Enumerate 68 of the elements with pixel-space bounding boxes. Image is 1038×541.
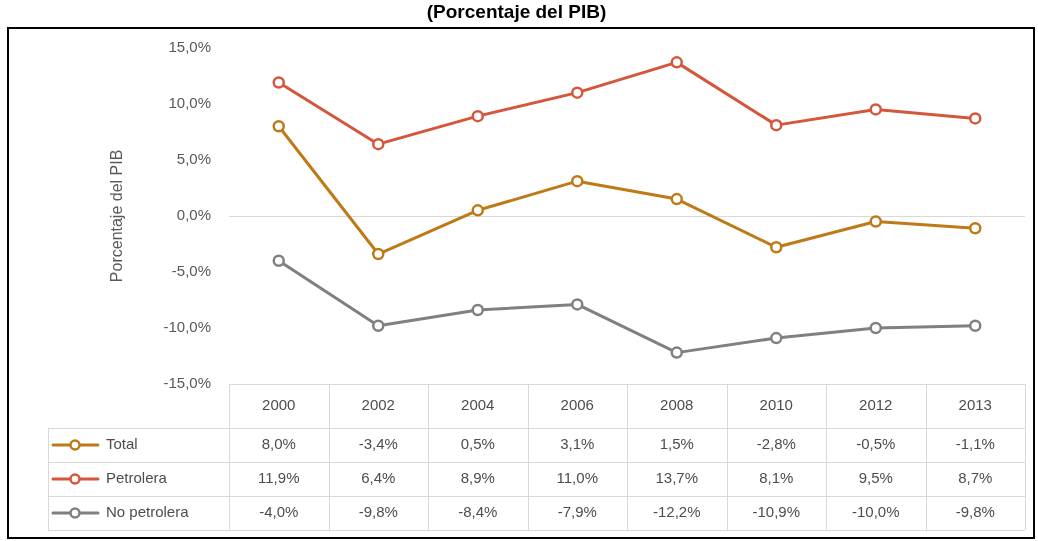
point [571,298,584,311]
point [571,174,584,188]
data-label: 8,1% [759,469,794,487]
point [471,204,484,217]
x-tick-label: 2002 [361,396,395,414]
data-label: -7,9% [557,503,597,521]
y-tick-label: 5,0% [176,150,211,168]
data-label: -10,9% [752,503,801,521]
data-label: -4,0% [259,503,299,521]
y-tick-label: 10,0% [168,93,211,111]
point [770,118,783,132]
y-tick-label: 15,0% [168,37,211,55]
point [670,56,683,69]
point [272,254,285,267]
x-tick-label: 2006 [560,396,594,414]
point [571,86,584,99]
data-label: 8,9% [460,469,495,487]
data-label: -9,8% [358,503,398,521]
point [770,331,783,345]
point [372,137,385,151]
data-label: 9,5% [858,469,893,487]
data-label: 0,5% [460,435,495,453]
point [670,346,683,359]
data-label: -8,4% [458,503,498,521]
x-tick-label: 2012 [859,396,893,414]
point [969,112,982,125]
legend-label: No petrolera [106,503,190,521]
point [969,221,982,235]
data-label: 8,0% [261,435,296,453]
y-tick-label: 0,0% [176,206,211,224]
data-label: 3,1% [560,435,595,453]
point [670,192,683,206]
point [869,321,882,335]
point [869,103,882,116]
x-tick-label: 2010 [759,396,793,414]
legend-label: Petrolera [106,469,168,487]
y-tick-label: -5,0% [171,262,211,280]
data-label: -2,8% [756,435,796,453]
data-label: 6,4% [361,469,396,487]
data-label: 13,7% [655,469,699,487]
data-label: 8,7% [958,469,993,487]
point [272,120,285,133]
x-tick-label: 2000 [262,396,296,414]
point [272,76,285,89]
point [471,303,484,317]
data-label: -9,8% [955,503,995,521]
data-label: 11,9% [258,469,300,487]
legend-label: Total [106,435,138,453]
point [969,319,982,332]
chart-title: (Porcentaje del PIB) [426,0,607,22]
x-tick-label: 2013 [958,396,992,414]
data-label: -10,0% [851,503,900,521]
data-label: -1,1% [955,435,995,453]
data-label: -12,2% [652,503,701,521]
point [869,215,882,228]
x-tick-label: 2008 [660,396,694,414]
point [372,319,385,332]
x-tick-label: 2004 [461,396,495,414]
data-label: 11,0% [556,469,598,487]
data-label: -0,5% [856,435,896,453]
y-axis-title: Porcentaje del PIB [108,149,126,283]
point [471,109,484,123]
y-tick-label: -15,0% [163,374,211,392]
data-label: -3,4% [358,435,398,453]
point [372,247,385,261]
data-label: 1,5% [659,435,694,453]
y-tick-label: -10,0% [163,318,211,336]
point [770,241,783,254]
